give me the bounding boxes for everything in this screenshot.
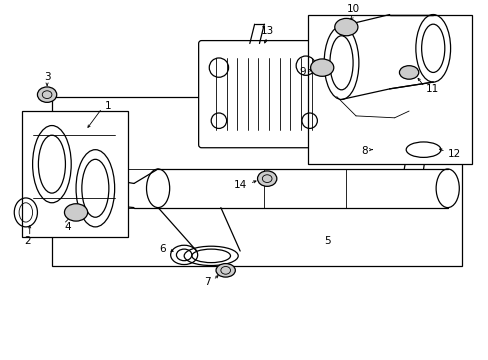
Ellipse shape — [257, 171, 276, 186]
Text: 3: 3 — [44, 72, 50, 82]
Text: 13: 13 — [260, 26, 273, 36]
Ellipse shape — [334, 18, 357, 36]
Text: 9: 9 — [299, 67, 305, 77]
Text: 4: 4 — [64, 222, 71, 232]
Text: 11: 11 — [425, 84, 438, 94]
Ellipse shape — [371, 138, 390, 161]
Text: 12: 12 — [447, 149, 460, 159]
Ellipse shape — [216, 264, 235, 277]
Text: 7: 7 — [204, 277, 211, 287]
Bar — [52, 96, 461, 266]
Text: 14: 14 — [233, 180, 246, 190]
Text: 10: 10 — [346, 4, 359, 14]
FancyBboxPatch shape — [198, 41, 329, 148]
Ellipse shape — [310, 59, 333, 76]
Ellipse shape — [38, 87, 57, 102]
Bar — [22, 111, 128, 237]
Ellipse shape — [399, 66, 418, 79]
Text: 5: 5 — [323, 237, 330, 246]
Text: 6: 6 — [159, 244, 165, 254]
Text: 2: 2 — [24, 237, 31, 246]
Text: 8: 8 — [360, 146, 367, 156]
Bar — [307, 14, 471, 164]
Text: 1: 1 — [105, 101, 111, 111]
Ellipse shape — [64, 204, 87, 221]
